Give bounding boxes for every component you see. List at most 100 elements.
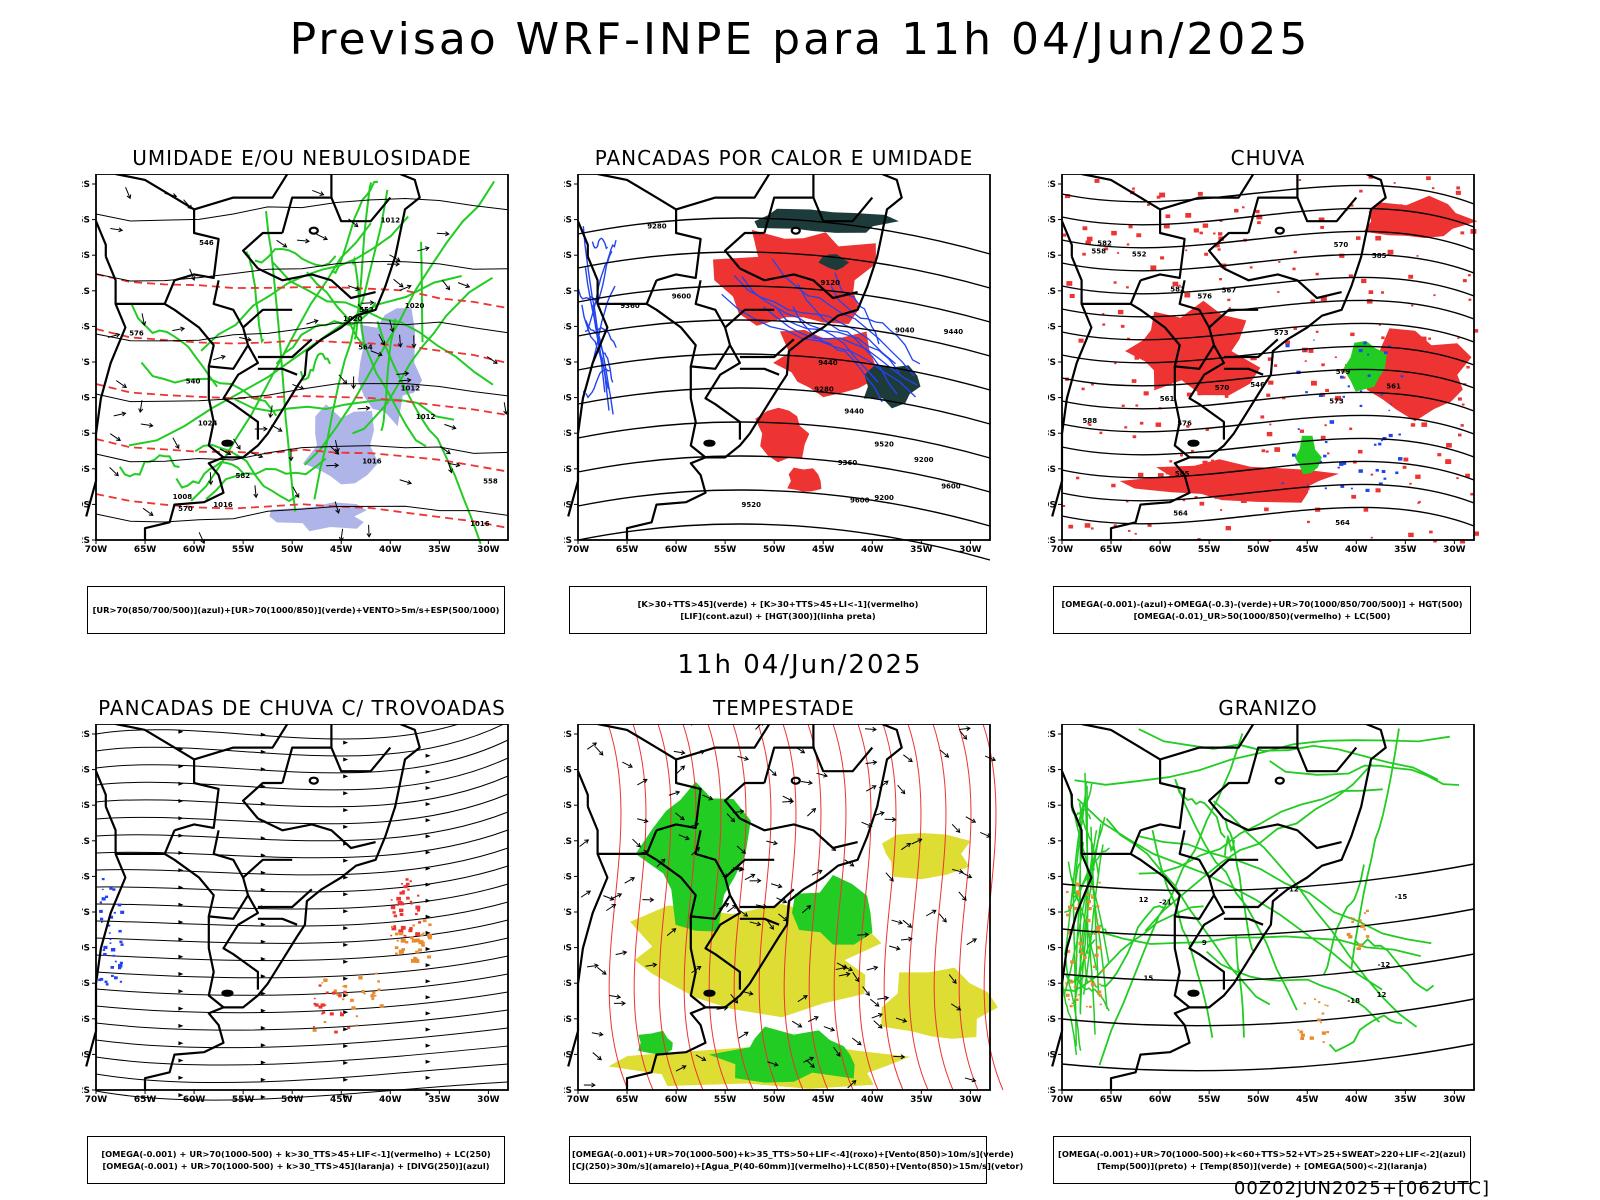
wind-vector [361,302,374,304]
rain-red-speck [1421,422,1428,427]
rain-red-speck [1393,182,1396,184]
rain-red-speck [1235,381,1242,387]
contour-label: 540 [186,377,201,385]
lat-tick-label: 30S [1048,394,1056,404]
wind-vector [126,194,132,200]
pressure-contour [95,321,509,342]
lat-tick-label: 36S [564,1015,572,1025]
wind-vector [643,818,649,824]
temp850-green-contour [1224,834,1235,856]
rain-red-speck [1308,349,1314,353]
wind-vector [871,785,877,790]
storm-orange-speck [336,993,340,996]
forecast-time-subtitle: 11h 04/Jun/2025 [677,650,923,680]
contour-label: 564 [358,344,373,352]
coastline [1109,724,1387,1090]
hgt500-contour [1061,253,1475,274]
wind-vector [885,872,894,882]
omega-orange-speck [1098,983,1101,986]
wind-vector [353,222,359,228]
streamline-arrowhead [260,1060,266,1065]
wind-vector [397,342,403,348]
streamline-arrowhead [260,991,266,996]
storm-orange-speck [415,950,419,954]
rain-red-speck [1418,500,1421,503]
federal-district [790,226,801,235]
streamline-arrowhead [260,801,266,806]
lon-tick-label: 50W [1247,1095,1270,1105]
map-pancadas-calor: 9600 9600 9600 9520 9520 9440 9440 9440 9360 9360… [564,174,991,561]
rain-red-speck [1406,376,1411,380]
wind-vector [865,991,870,997]
rain-red-speck [1126,243,1130,246]
wind-vector [406,284,412,290]
wind-vector [436,232,449,235]
wind-vector [967,873,973,879]
political-border [597,724,702,832]
lon-tick-label: 50W [281,1095,304,1105]
legend-line: [OMEGA(-0.001) + UR>70(1000-500) + k>30_… [102,1161,490,1171]
rain-red-speck [1266,431,1273,437]
omega-orange-speck [1099,1003,1102,1006]
rain-red-speck [1320,296,1327,301]
wind-vector [141,321,147,327]
streamline-arrowhead [178,937,184,942]
wind-vector [312,190,324,196]
contour-label: 9200 [914,456,934,464]
rain-red-speck [1191,449,1194,453]
lif-blue-contour [741,276,879,383]
wind-vector [791,1020,802,1028]
panel-tempestade: TEMPESTADE 12S 15S 18S 21S 24S 27S 30S 33S 36S 39… [564,696,1023,1186]
rain-red-speck [1143,391,1149,396]
rain-red-speck [1186,392,1192,397]
wind-vector [738,909,748,917]
contour-label: 9440 [944,328,964,336]
lon-tick-label: 40W [1345,545,1368,555]
political-border [1159,724,1255,761]
wind-vector [113,412,126,417]
contour-label: 1008 [173,493,193,501]
storm-orange-speck [398,932,403,935]
political-border [1129,279,1215,370]
lon-tick-label: 60W [183,545,206,555]
omega-orange-speck [1320,1021,1322,1024]
rain-red-speck [1277,291,1280,293]
lon-tick-label: 55W [1198,545,1221,555]
lake [221,439,234,447]
wind-vector [586,890,592,896]
omega-blue-speck [1350,487,1353,490]
panel-title: PANCADAS DE CHUVA C/ TROVOADAS [98,696,506,720]
humidity-green-contour [331,180,379,275]
omega-blue-speck [1307,484,1309,486]
rain-red-speck [1218,232,1223,236]
rain-red-speck [1264,507,1269,512]
hgt500-contour [1061,230,1475,251]
wind-vector [660,858,666,864]
wind-vector [140,423,153,427]
storm-red-speck [415,932,420,936]
omega-orange-speck [1360,926,1363,929]
omega-blue-speck [1400,375,1404,378]
lat-tick-label: 18S [1048,801,1056,811]
wind-vector [901,842,911,851]
rain-red-speck [1468,274,1471,277]
contour-label: -21 [1159,899,1172,907]
temp850-green-contour [1074,735,1450,786]
rain-red-speck [1193,228,1199,233]
temp850-green-contour [1138,728,1439,781]
rain-red-speck [1211,459,1215,462]
rain-red-speck [1217,248,1221,251]
thickness-red-contour [95,438,509,473]
rain-red-speck [1324,424,1327,427]
omega-blue-speck [1373,443,1377,446]
omega-blue-speck [1318,393,1323,397]
wind-vector [874,1002,880,1007]
wind-vector [172,327,185,332]
streamline-arrowhead [425,786,431,790]
wind-vector [958,891,967,901]
storm-orange-speck [409,936,414,940]
humidity-green-contour [376,321,482,545]
rain-red-speck [1113,281,1117,284]
wind-vector [334,447,340,453]
map-umidade: 1016102010201024101210081016101210161012… [82,174,509,555]
